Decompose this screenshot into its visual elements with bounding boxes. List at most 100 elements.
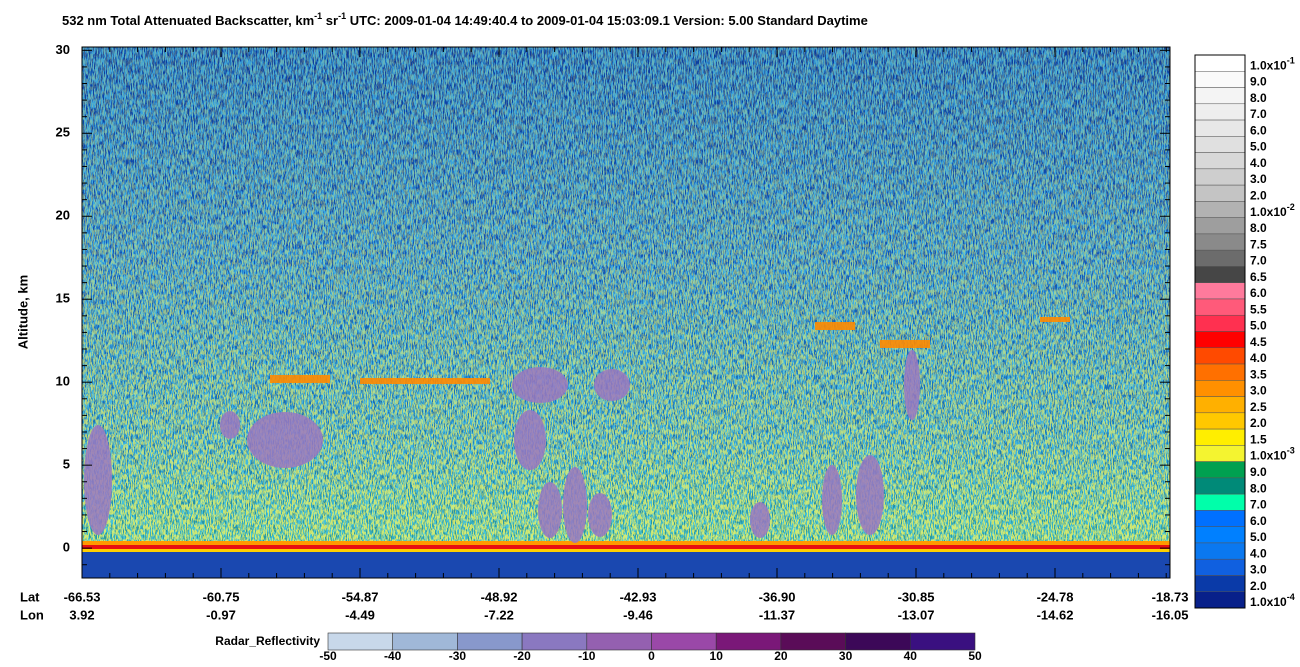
colorbar-label: 2.0 bbox=[1250, 189, 1267, 203]
colorbar-swatch bbox=[1194, 136, 1246, 153]
colorbar-swatch bbox=[1194, 477, 1246, 495]
colorbar-label: 2.0 bbox=[1250, 579, 1267, 593]
x-tick-label: -54.87 bbox=[342, 589, 379, 604]
colorbar-label: 4.0 bbox=[1250, 351, 1267, 365]
colorbar-label: 9.0 bbox=[1250, 75, 1267, 89]
colorbar-swatch bbox=[1194, 461, 1246, 479]
colorbar-label-text: 9.0 bbox=[1250, 465, 1267, 479]
x-tick-label: -9.46 bbox=[623, 607, 653, 622]
colorbar-label: 6.0 bbox=[1250, 286, 1267, 300]
radar-tick-label: -40 bbox=[384, 649, 402, 663]
x-tick-label: -4.49 bbox=[345, 607, 375, 622]
x-row-label: Lon bbox=[20, 607, 44, 622]
colorbar-swatch bbox=[1194, 217, 1246, 235]
colorbar-label-text: 9.0 bbox=[1250, 75, 1267, 89]
colorbar-swatch bbox=[1194, 103, 1246, 121]
colorbar-swatch bbox=[1194, 396, 1246, 414]
chart-title: 532 nm Total Attenuated Backscatter, km -… bbox=[62, 11, 868, 28]
colorbar-label: 5.5 bbox=[1250, 303, 1267, 317]
x-tick-label: -16.05 bbox=[1152, 607, 1189, 622]
radar-colorbar-swatch bbox=[845, 632, 911, 651]
x-tick-label: -66.53 bbox=[64, 589, 101, 604]
radar-tick-label: 40 bbox=[904, 649, 918, 663]
x-tick-label: -13.07 bbox=[898, 607, 935, 622]
colorbar-label-text: 1.0x10 bbox=[1250, 59, 1287, 73]
colorbar-swatch bbox=[1194, 298, 1246, 316]
radar-tick-label: 0 bbox=[648, 649, 655, 663]
colorbar-label: 5.0 bbox=[1250, 530, 1267, 544]
colorbar-label-text: 5.0 bbox=[1250, 530, 1267, 544]
x-tick-label: -36.90 bbox=[759, 589, 796, 604]
colorbar-swatch bbox=[1194, 314, 1246, 332]
y-tick-label: 0 bbox=[63, 540, 70, 555]
colorbar-label: 1.5 bbox=[1250, 433, 1267, 447]
colorbar-swatch bbox=[1194, 233, 1246, 251]
x-tick-label: -11.37 bbox=[759, 607, 795, 622]
colorbar-label-text: 8.0 bbox=[1250, 91, 1267, 105]
colorbar-label: 7.0 bbox=[1250, 498, 1267, 512]
colorbar-label-text: 3.5 bbox=[1250, 368, 1267, 382]
radar-colorbar-swatch bbox=[457, 632, 523, 651]
colorbar-label-text: 2.0 bbox=[1250, 189, 1267, 203]
colorbar-swatch bbox=[1194, 249, 1246, 267]
colorbar-label-text: 4.5 bbox=[1250, 335, 1267, 349]
radar-tick-label: 10 bbox=[710, 649, 724, 663]
x-tick-label: -24.78 bbox=[1037, 589, 1074, 604]
radar-colorbar-swatch bbox=[521, 632, 588, 651]
colorbar-label: 6.0 bbox=[1250, 124, 1267, 138]
colorbar-label: 1.0x10-1 bbox=[1250, 56, 1295, 73]
colorbar-label-exp: -4 bbox=[1287, 592, 1295, 602]
colorbar-frame bbox=[1194, 54, 1246, 609]
colorbar-swatch bbox=[1194, 168, 1246, 186]
colorbar-label: 7.5 bbox=[1250, 237, 1267, 251]
radar-tick-label: -10 bbox=[578, 649, 596, 663]
colorbar-swatch bbox=[1194, 152, 1246, 170]
colorbar-swatch bbox=[1194, 184, 1246, 202]
radar-tick-label: 30 bbox=[839, 649, 853, 663]
title-part: -1 bbox=[338, 11, 346, 21]
colorbar-swatch bbox=[1194, 201, 1246, 218]
radar-tick-label: -30 bbox=[449, 649, 467, 663]
colorbar-label: 2.5 bbox=[1250, 400, 1267, 414]
x-tick-label: -48.92 bbox=[481, 589, 518, 604]
radar-colorbar-swatch bbox=[586, 632, 652, 651]
x-tick-label: -0.97 bbox=[206, 607, 236, 622]
colorbar-label-text: 6.0 bbox=[1250, 286, 1267, 300]
colorbar-label-text: 2.5 bbox=[1250, 400, 1267, 414]
radar-tick-label: -20 bbox=[513, 649, 531, 663]
colorbar-label-text: 5.5 bbox=[1250, 303, 1267, 317]
plot-frame bbox=[81, 46, 1171, 579]
colorbar-label: 1.0x10-2 bbox=[1250, 202, 1295, 219]
colorbar-swatch bbox=[1194, 282, 1246, 300]
x-tick-label: -42.93 bbox=[620, 589, 657, 604]
colorbar-label: 4.5 bbox=[1250, 335, 1267, 349]
colorbar-label: 6.5 bbox=[1250, 270, 1267, 284]
radar-tick-label: -50 bbox=[319, 649, 337, 663]
x-row-label: Lat bbox=[20, 589, 40, 604]
x-tick-label: -7.22 bbox=[484, 607, 514, 622]
colorbar-label-text: 7.0 bbox=[1250, 498, 1267, 512]
colorbar-label-text: 5.0 bbox=[1250, 140, 1267, 154]
colorbar-swatch bbox=[1194, 493, 1246, 511]
colorbar-swatch bbox=[1194, 428, 1246, 446]
title-part: 532 nm Total Attenuated Backscatter, km bbox=[62, 13, 314, 28]
y-tick-label: 30 bbox=[56, 42, 70, 57]
colorbar-label-text: 4.0 bbox=[1250, 351, 1267, 365]
colorbar-label: 1.0x10-4 bbox=[1250, 592, 1295, 609]
colorbar-label: 1.0x10-3 bbox=[1250, 446, 1295, 463]
radar-colorbar-swatch bbox=[651, 632, 717, 651]
colorbar-label: 5.0 bbox=[1250, 319, 1267, 333]
colorbar-swatch bbox=[1194, 575, 1246, 592]
colorbar-label-text: 6.0 bbox=[1250, 514, 1267, 528]
colorbar-label-text: 1.0x10 bbox=[1250, 205, 1287, 219]
colorbar-swatch bbox=[1194, 363, 1246, 381]
colorbar-label-text: 7.0 bbox=[1250, 107, 1267, 121]
radar-colorbar-swatch bbox=[780, 632, 846, 651]
colorbar-swatch bbox=[1194, 331, 1246, 349]
colorbar-label-text: 7.5 bbox=[1250, 237, 1267, 251]
colorbar-swatch bbox=[1194, 412, 1246, 430]
colorbar-label: 4.0 bbox=[1250, 156, 1267, 170]
colorbar-label-text: 8.0 bbox=[1250, 221, 1267, 235]
colorbar-swatch bbox=[1194, 591, 1246, 609]
